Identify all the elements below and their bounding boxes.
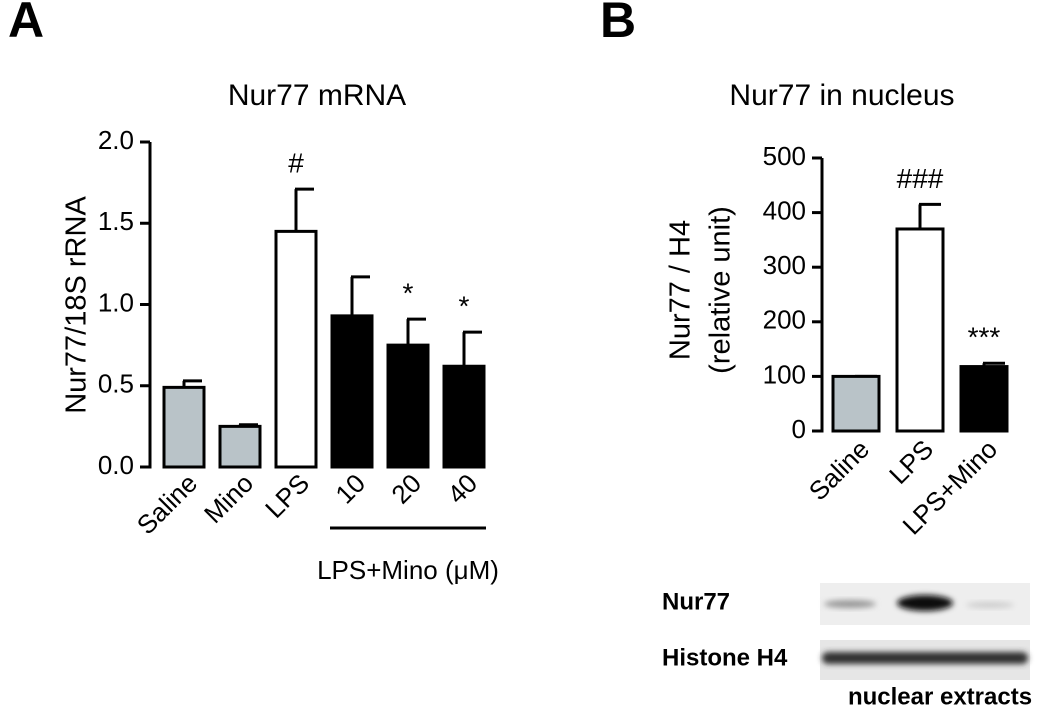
bar bbox=[959, 365, 1009, 433]
y-tick-label: 100 bbox=[763, 359, 806, 389]
blot-band bbox=[824, 600, 876, 608]
bar bbox=[330, 314, 374, 469]
x-tick-label: 40 bbox=[441, 468, 483, 510]
y-tick-label: 500 bbox=[763, 141, 806, 171]
x-tick-label: Saline bbox=[803, 434, 875, 506]
y-tick-label: 0.5 bbox=[98, 369, 134, 399]
bar bbox=[831, 374, 881, 433]
x-tick-label: LPS bbox=[883, 434, 939, 490]
chart-title: Nur77 in nucleus bbox=[729, 79, 954, 112]
y-tick-label: 400 bbox=[763, 195, 806, 225]
bar bbox=[442, 364, 486, 469]
panel-label: A bbox=[8, 0, 44, 48]
x-tick-label: 10 bbox=[329, 468, 371, 510]
y-tick-label: 2.0 bbox=[98, 125, 134, 155]
significance-mark: *** bbox=[968, 322, 1001, 353]
x-tick-label: Saline bbox=[131, 468, 203, 540]
bar bbox=[218, 424, 262, 469]
blot-band bbox=[822, 652, 1028, 664]
blot-row-label: Histone H4 bbox=[662, 644, 788, 671]
bar bbox=[274, 229, 318, 469]
panel-label: B bbox=[600, 0, 636, 48]
bar bbox=[386, 343, 430, 469]
blot-band bbox=[966, 602, 1014, 608]
blot-band bbox=[897, 595, 953, 611]
y-tick-label: 1.5 bbox=[98, 206, 134, 236]
significance-mark: # bbox=[288, 148, 304, 179]
chart-title: Nur77 mRNA bbox=[228, 79, 406, 112]
y-tick-label: 0 bbox=[792, 414, 806, 444]
significance-mark: * bbox=[403, 278, 414, 309]
x-tick-label: Mino bbox=[198, 468, 259, 529]
significance-mark: * bbox=[459, 291, 470, 322]
group-label: LPS+Mino (μM) bbox=[317, 555, 499, 585]
significance-mark: ### bbox=[897, 163, 944, 194]
blot-row-label: Nur77 bbox=[662, 588, 730, 615]
x-tick-label: 20 bbox=[385, 468, 427, 510]
y-tick-label: 1.0 bbox=[98, 287, 134, 317]
y-tick-label: 200 bbox=[763, 305, 806, 335]
bar bbox=[895, 227, 945, 433]
bar bbox=[162, 385, 206, 469]
y-axis-label: (relative unit) bbox=[705, 206, 737, 374]
x-tick-label: LPS bbox=[259, 468, 315, 524]
y-axis-label: Nur77 / H4 bbox=[665, 220, 697, 360]
y-tick-label: 300 bbox=[763, 250, 806, 280]
blot-caption: nuclear extracts bbox=[848, 683, 1032, 710]
y-tick-label: 0.0 bbox=[98, 450, 134, 480]
y-axis-label: Nur77/18S rRNA bbox=[61, 196, 93, 414]
